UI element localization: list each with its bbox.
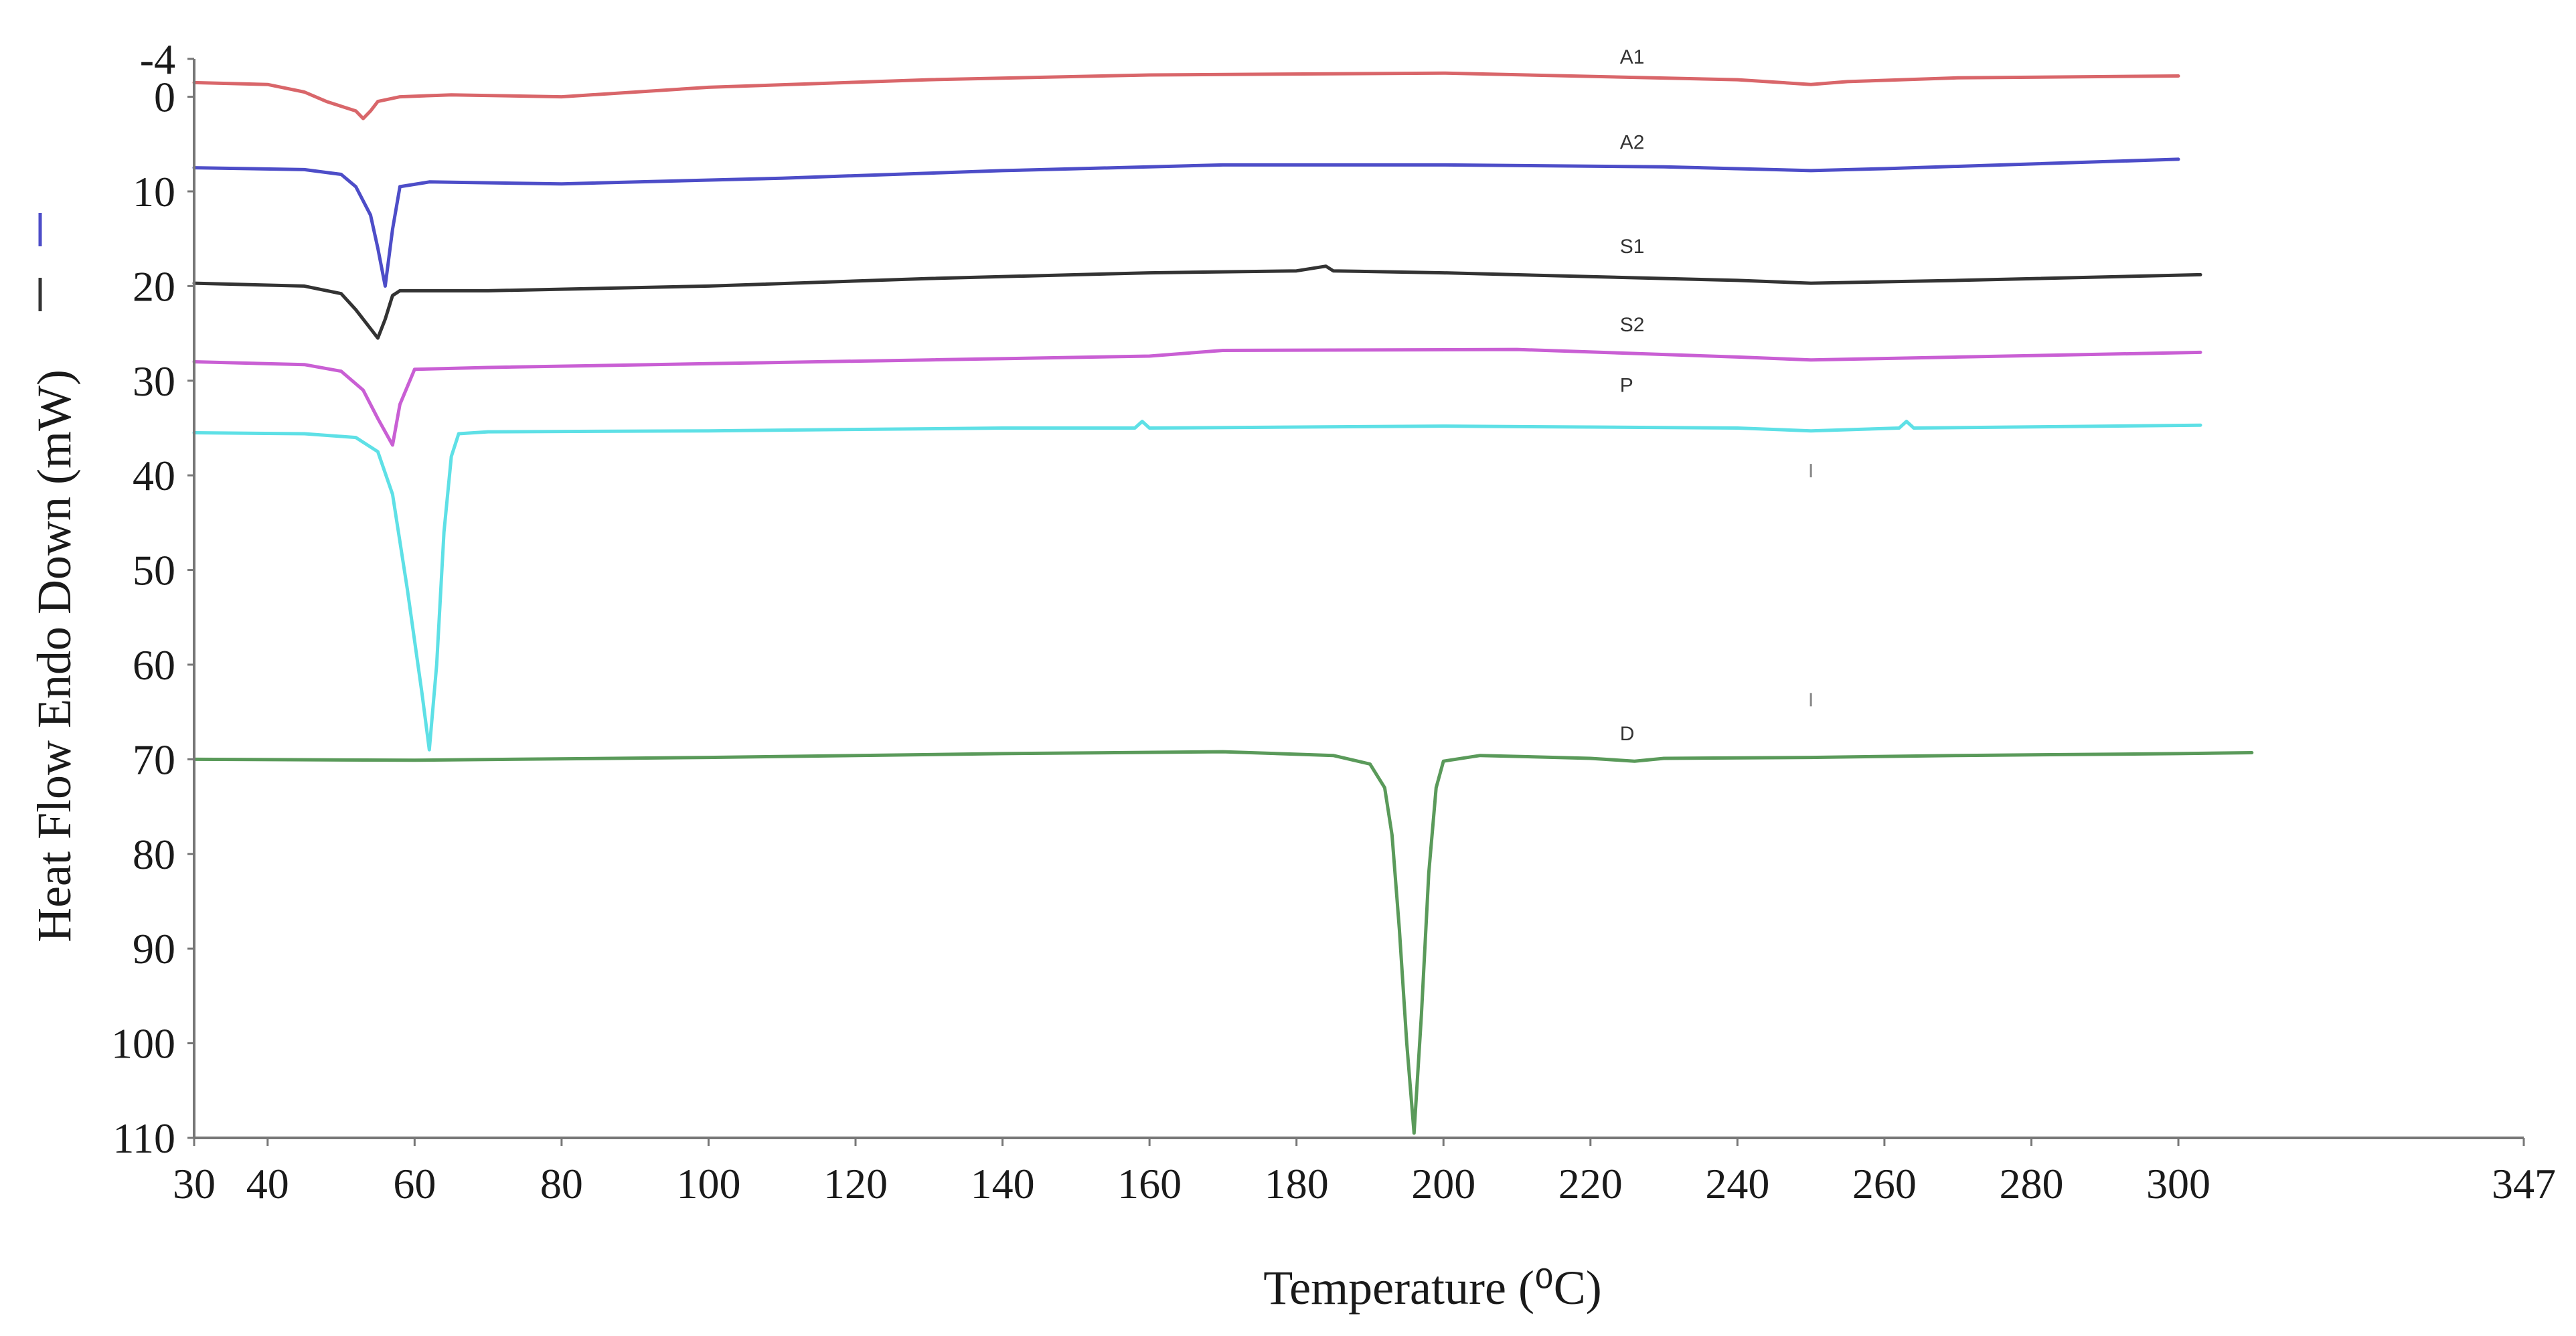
y-tick-label: -4	[140, 35, 175, 83]
series-line-s1	[192, 264, 2202, 340]
y-tick-label: 20	[133, 262, 175, 310]
x-tick-label: 100	[676, 1160, 740, 1207]
series-label-s1: S1	[1620, 236, 1645, 258]
y-tick-label: 60	[133, 641, 175, 689]
y-tick-label: 50	[133, 547, 175, 594]
x-tick-label: 200	[1411, 1160, 1475, 1207]
y-tick-label: 0	[154, 74, 175, 121]
y-tick-label: 30	[133, 357, 175, 405]
axes-layer	[193, 59, 2524, 1139]
series-line-p	[192, 420, 2202, 752]
series-line-a1	[192, 71, 2180, 120]
series-label-a1: A1	[1620, 46, 1645, 68]
x-tick-label: 160	[1117, 1160, 1182, 1207]
x-tick-label: 120	[823, 1160, 888, 1207]
x-tick-label: 220	[1558, 1160, 1623, 1207]
y-tick-label: 80	[133, 831, 175, 878]
y-tick-label: 10	[133, 168, 175, 216]
series-line-d	[192, 750, 2254, 1135]
y-tick-label: 90	[133, 925, 175, 973]
x-tick-label: 280	[1999, 1160, 2063, 1207]
x-ticks-layer: 30 40 60 80 100 120 140 160 180 200 220 240 260 280 30…	[173, 1138, 2556, 1207]
x-tick-label: 240	[1705, 1160, 1769, 1207]
y-tick-label: 70	[133, 736, 175, 783]
series-line-a2	[192, 157, 2180, 288]
y-tick-label: 110	[112, 1114, 175, 1162]
y-ticks-layer: -40 10 20 30 40 50 60 70 80 90 100 110	[111, 35, 194, 1162]
x-tick-label: 140	[971, 1160, 1035, 1207]
x-tick-label: 40	[246, 1160, 289, 1207]
x-tick-label: 347	[2492, 1160, 2556, 1207]
series-label-s2: S2	[1620, 314, 1645, 336]
series-line-s2	[192, 347, 2202, 447]
x-tick-label: 30	[173, 1160, 216, 1207]
series-label-d: D	[1620, 723, 1635, 745]
x-tick-label: 300	[2146, 1160, 2210, 1207]
x-axis-title: Temperature (⁰C)	[1263, 1261, 1602, 1315]
series-label-p: P	[1620, 375, 1633, 397]
y-tick-label: 40	[133, 452, 175, 499]
x-tick-label: 260	[1852, 1160, 1917, 1207]
series-label-a2: A2	[1620, 131, 1645, 153]
y-tick-label: 100	[111, 1020, 175, 1068]
x-tick-label: 180	[1265, 1160, 1329, 1207]
x-tick-label: 60	[393, 1160, 436, 1207]
series-layer	[192, 71, 2254, 1135]
y-axis-title: Heat Flow Endo Down (mW)	[27, 369, 81, 942]
series-labels-layer: A1 A2 S1 S2 P D	[1620, 46, 1645, 745]
x-tick-label: 80	[540, 1160, 583, 1207]
